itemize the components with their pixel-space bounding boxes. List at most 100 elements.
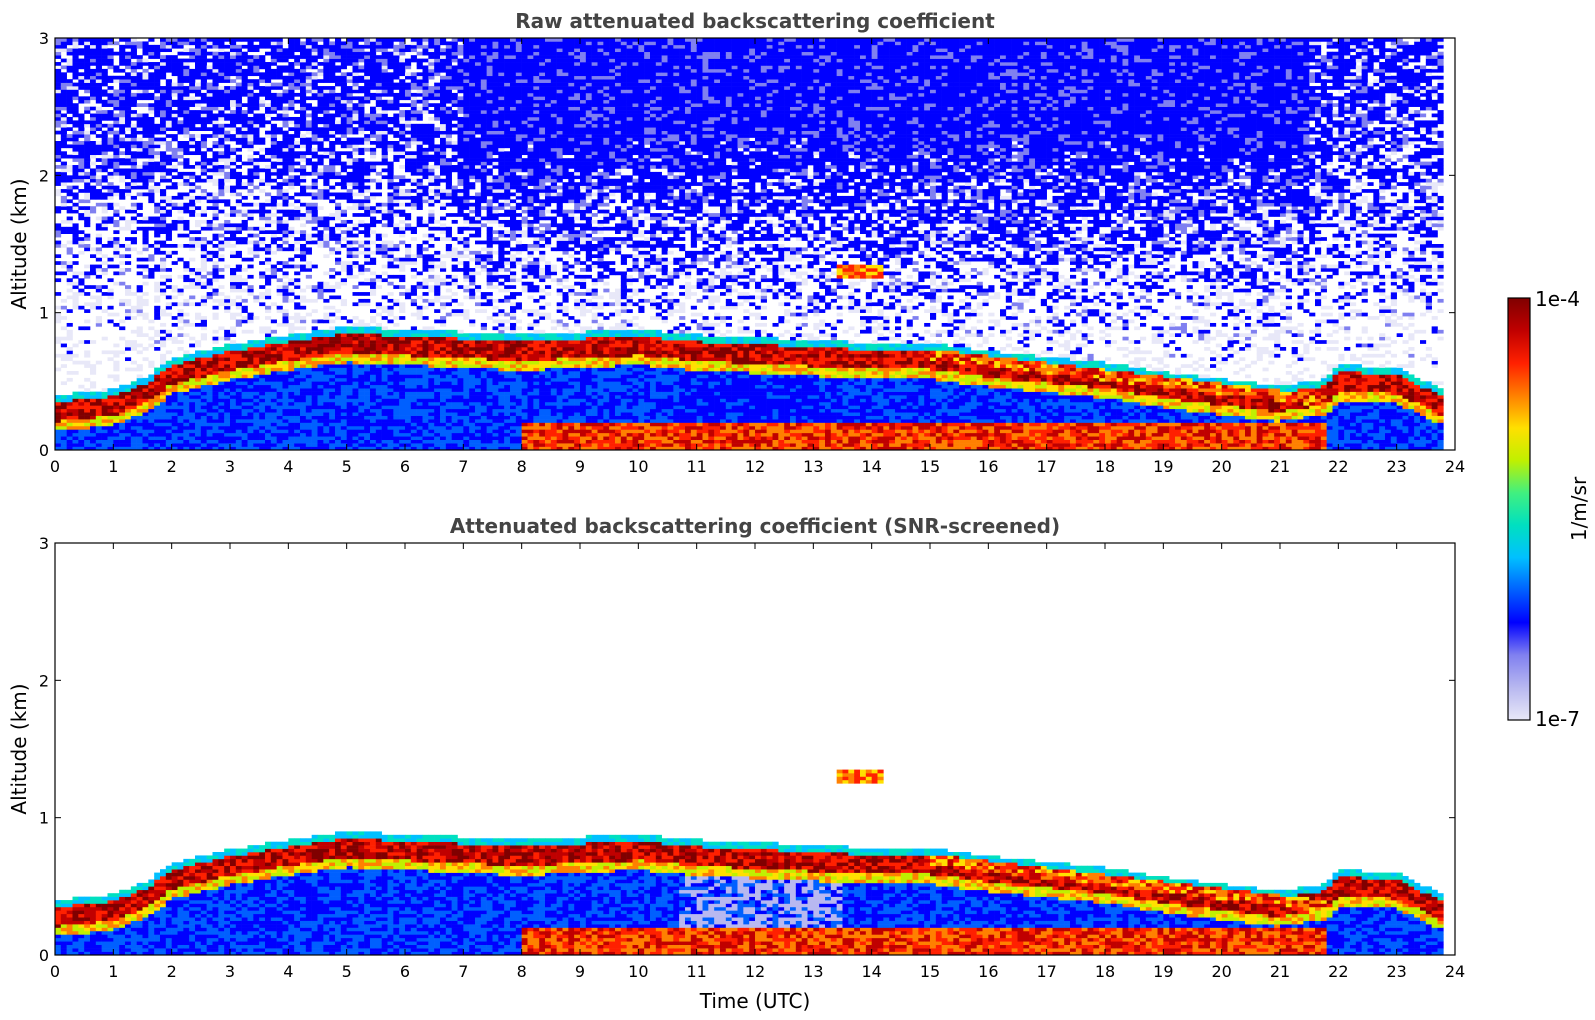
heatmap-cell xyxy=(177,374,184,379)
heatmap-cell xyxy=(276,384,283,389)
heatmap-cell xyxy=(265,326,272,331)
heatmap-cell xyxy=(72,439,79,444)
heatmap-cell xyxy=(235,185,242,190)
heatmap-cell xyxy=(340,281,347,286)
heatmap-cell xyxy=(101,113,108,118)
heatmap-cell xyxy=(346,189,353,193)
heatmap-cell xyxy=(195,371,202,375)
heatmap-cell xyxy=(230,51,237,56)
heatmap-cell xyxy=(55,99,62,104)
heatmap-cell xyxy=(364,446,371,450)
heatmap-cell xyxy=(352,250,359,255)
heatmap-cell xyxy=(294,116,301,121)
heatmap-cell xyxy=(276,443,283,447)
heatmap-cell xyxy=(259,371,266,375)
heatmap-cell xyxy=(206,82,213,87)
heatmap-cell xyxy=(183,264,190,269)
heatmap-cell xyxy=(55,189,62,193)
heatmap-cell xyxy=(72,353,79,358)
heatmap-cell xyxy=(370,377,377,382)
heatmap-cell xyxy=(300,178,307,183)
heatmap-cell xyxy=(387,223,394,228)
heatmap-cell xyxy=(200,298,207,303)
heatmap-cell xyxy=(381,158,388,162)
heatmap-cell xyxy=(189,425,196,430)
heatmap-cell xyxy=(72,240,79,245)
heatmap-cell xyxy=(375,367,382,372)
heatmap-cell xyxy=(183,377,190,382)
heatmap-cell xyxy=(387,357,394,362)
heatmap-cell xyxy=(95,192,102,197)
heatmap-cell xyxy=(90,120,97,125)
heatmap-cell xyxy=(183,439,190,444)
heatmap-cell xyxy=(265,377,272,382)
heatmap-cell xyxy=(224,158,231,162)
heatmap-cell xyxy=(375,182,382,186)
heatmap-cell xyxy=(72,144,79,149)
heatmap-cell xyxy=(335,360,342,365)
heatmap-cell xyxy=(364,360,371,365)
heatmap-cell xyxy=(300,405,307,410)
heatmap-cell xyxy=(265,158,272,162)
heatmap-cell xyxy=(212,408,219,413)
heatmap-cell xyxy=(253,340,260,344)
heatmap-cell xyxy=(387,408,394,413)
heatmap-cell xyxy=(107,96,114,101)
heatmap-cell xyxy=(270,353,277,358)
heatmap-cell xyxy=(218,350,225,355)
heatmap-cell xyxy=(300,425,307,430)
heatmap-cell xyxy=(148,44,155,49)
heatmap-cell xyxy=(259,103,266,107)
heatmap-cell xyxy=(165,268,172,272)
heatmap-cell xyxy=(288,185,295,190)
heatmap-cell xyxy=(206,75,213,80)
heatmap-cell xyxy=(387,333,394,337)
heatmap-cell xyxy=(200,92,207,97)
heatmap-cell xyxy=(387,360,394,365)
heatmap-cell xyxy=(78,62,85,66)
heatmap-cell xyxy=(381,250,388,255)
heatmap-cell xyxy=(101,75,108,80)
heatmap-cell xyxy=(358,350,365,355)
heatmap-cell xyxy=(317,398,324,403)
heatmap-cell xyxy=(346,264,353,269)
heatmap-cell xyxy=(311,62,318,66)
heatmap-cell xyxy=(288,233,295,238)
heatmap-cell xyxy=(218,415,225,420)
heatmap-cell xyxy=(323,178,330,183)
heatmap-cell xyxy=(370,281,377,286)
heatmap-cell xyxy=(317,161,324,166)
heatmap-cell xyxy=(393,398,400,403)
heatmap-cell xyxy=(165,127,172,131)
heatmap-cell xyxy=(311,377,318,382)
heatmap-cell xyxy=(55,182,62,186)
heatmap-cell xyxy=(200,374,207,379)
heatmap-cell xyxy=(101,92,108,97)
heatmap-cell xyxy=(335,55,342,59)
heatmap-cell xyxy=(90,412,97,416)
heatmap-cell xyxy=(200,357,207,362)
heatmap-cell xyxy=(90,371,97,375)
heatmap-cell xyxy=(288,326,295,331)
heatmap-cell xyxy=(142,113,149,118)
heatmap-cell xyxy=(305,113,312,118)
heatmap-cell xyxy=(95,134,102,138)
heatmap-cell xyxy=(60,202,67,207)
heatmap-cell xyxy=(160,55,167,59)
heatmap-cell xyxy=(282,75,289,80)
heatmap-cell xyxy=(294,68,301,73)
heatmap-cell xyxy=(119,89,126,94)
heatmap-cell xyxy=(95,415,102,420)
heatmap-cell xyxy=(323,364,330,368)
heatmap-cell xyxy=(346,367,353,372)
heatmap-cell xyxy=(212,347,219,351)
heatmap-cell xyxy=(288,278,295,283)
heatmap-cell xyxy=(294,161,301,166)
heatmap-cell xyxy=(364,436,371,440)
heatmap-cell xyxy=(206,405,213,410)
heatmap-cell xyxy=(230,436,237,440)
heatmap-cell xyxy=(130,144,137,149)
heatmap-cell xyxy=(224,75,231,80)
heatmap-cell xyxy=(60,244,67,248)
heatmap-cell xyxy=(130,247,137,252)
